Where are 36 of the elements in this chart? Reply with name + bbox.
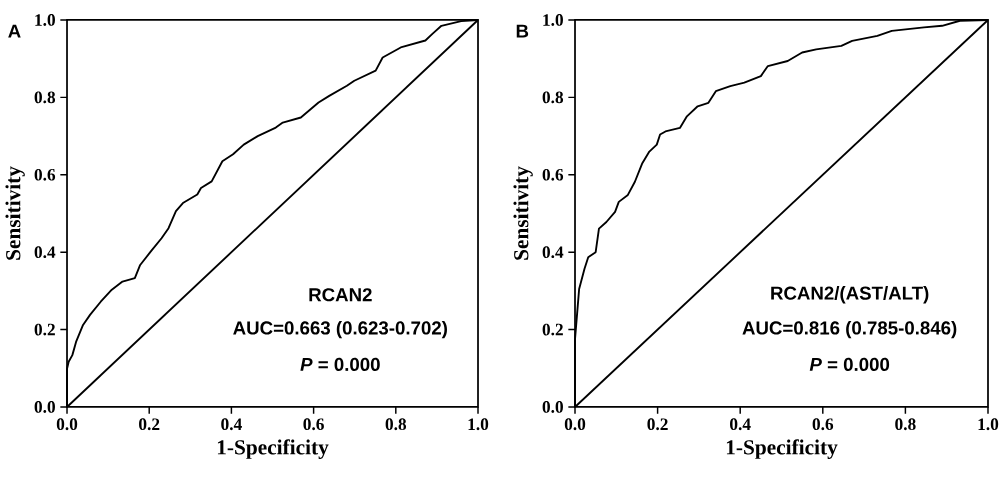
x-tick-label: 0.0 [56,418,78,431]
y-tick-label: 0.8 [542,91,564,104]
x-axis-title: 1-Specificity [726,439,838,459]
x-tick-label: 1.0 [468,418,489,431]
x-tick-label: 0.0 [564,418,586,431]
y-tick-label: 0.0 [34,401,55,413]
annotation: RCAN2 [309,288,372,302]
y-axis-title: Sensitivity [5,166,25,260]
annotation: AUC=0.663 (0.623-0.702) [233,320,447,339]
y-tick-label: 0.4 [542,246,564,259]
y-tick-label: 0.4 [34,246,56,259]
y-axis-title: Sensitivity [513,166,533,260]
x-tick-label: 1.0 [978,418,999,431]
annotation: AUC=0.816 (0.785-0.846) [742,320,957,339]
chart-title: B [516,24,529,38]
chart-title: A [8,24,21,38]
annotation: RCAN2/(AST/ALT) [771,286,929,304]
y-tick-label: 0.2 [542,323,563,336]
x-tick-label: 0.8 [385,418,407,431]
annotation: P = 0.000 [809,357,890,372]
x-tick-label: 0.8 [895,418,916,431]
y-tick-label: 0.2 [34,323,55,336]
x-tick-label: 0.6 [812,418,834,431]
x-tick-label: 0.6 [303,418,324,431]
y-tick-label: 0.0 [542,401,563,413]
y-tick-label: 0.8 [34,91,56,104]
x-tick-label: 0.4 [221,418,242,431]
x-axis-title: 1-Specificity [217,439,329,459]
x-tick-label: 0.2 [139,418,160,431]
annotation: P = 0.000 [300,357,380,372]
x-tick-label: 0.2 [647,418,668,431]
x-tick-label: 0.4 [730,418,751,431]
y-tick-label: 1.0 [35,14,55,26]
y-tick-label: 0.6 [34,168,56,181]
y-tick-label: 1.0 [543,14,563,26]
y-tick-label: 0.6 [542,168,564,181]
